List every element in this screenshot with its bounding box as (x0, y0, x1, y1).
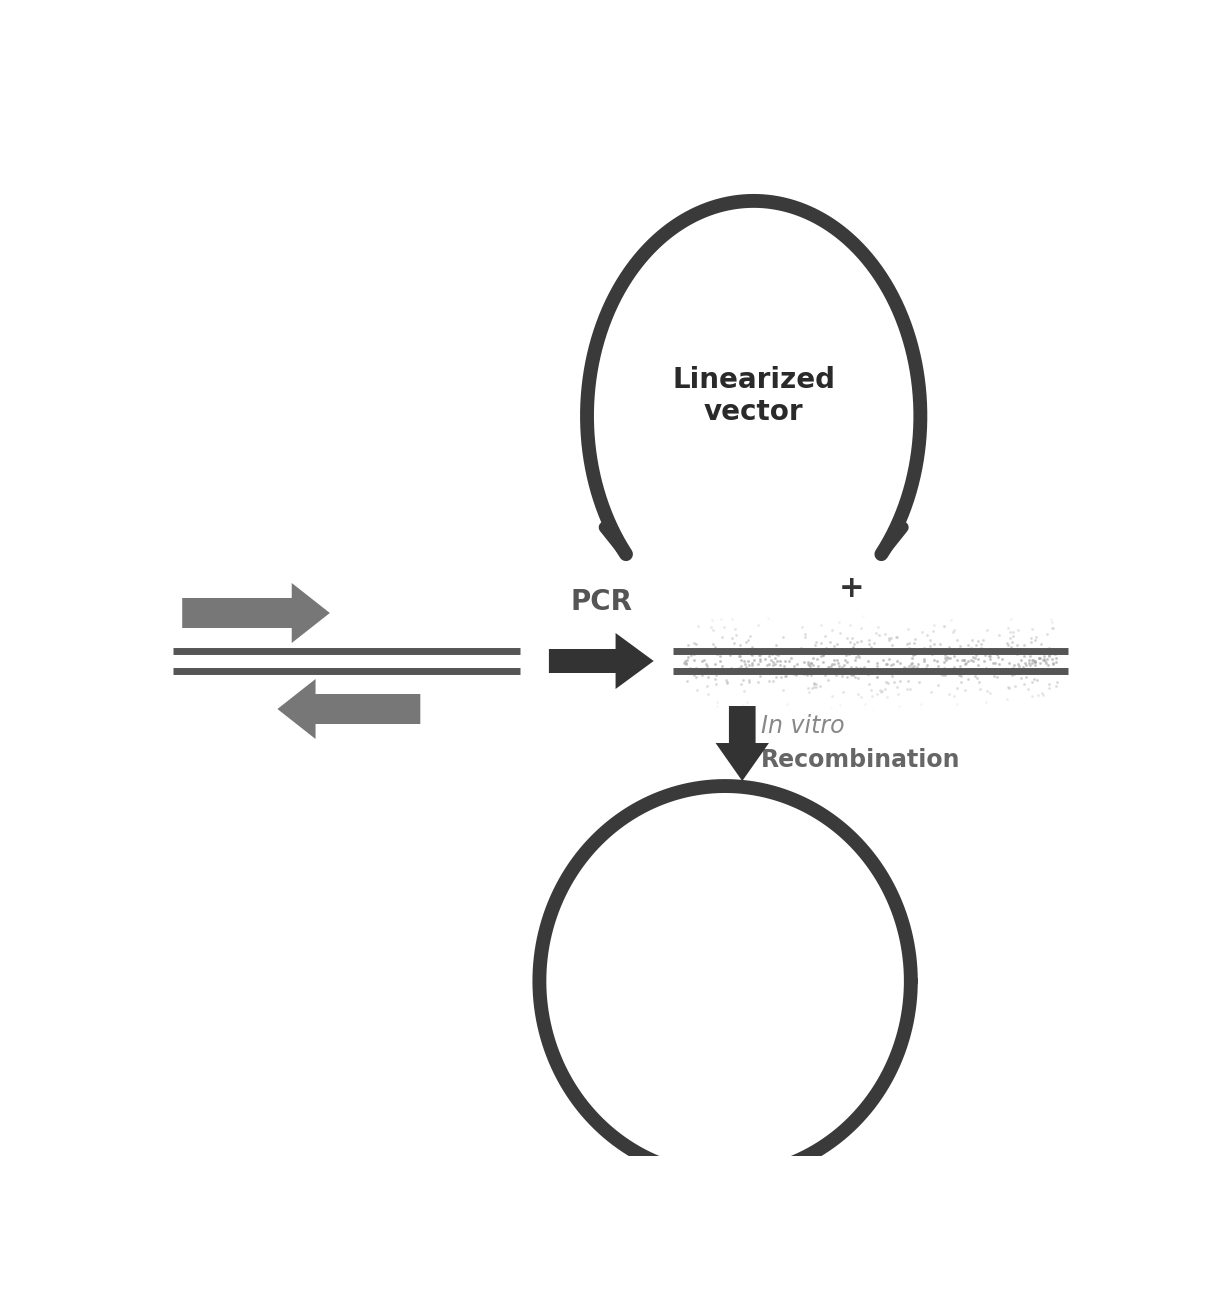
Text: PCR: PCR (570, 588, 632, 616)
Polygon shape (715, 707, 769, 781)
Polygon shape (182, 583, 329, 643)
Text: Linearized
vector: Linearized vector (672, 366, 836, 426)
Text: +: + (838, 574, 864, 604)
Text: Recombination: Recombination (761, 747, 961, 772)
Polygon shape (549, 633, 654, 688)
Text: In vitro: In vitro (761, 713, 844, 738)
Polygon shape (278, 679, 420, 739)
